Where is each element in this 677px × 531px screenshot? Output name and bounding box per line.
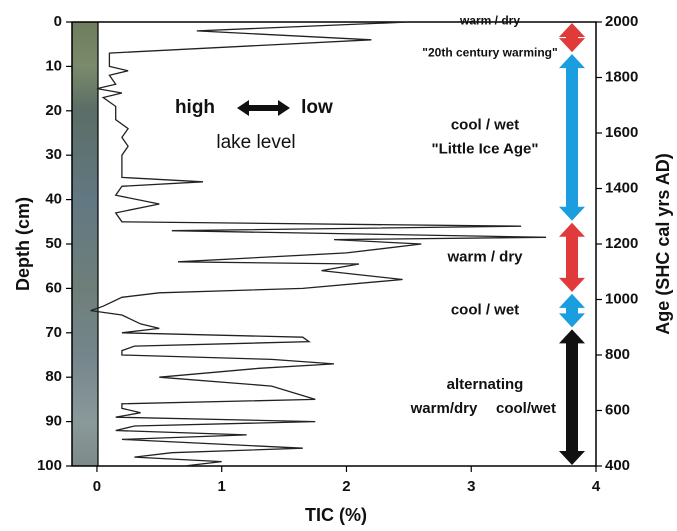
period-label: "Little Ice Age" (431, 140, 538, 157)
x-tick-label: 3 (467, 478, 475, 495)
y2-tick-label: 1200 (605, 235, 638, 252)
period-arrow (559, 329, 585, 465)
y-axis-title: Depth (cm) (13, 197, 33, 291)
period-arrow (559, 293, 585, 328)
lake-level-arrow (237, 100, 290, 116)
x-axis-title: TIC (%) (305, 505, 367, 525)
y2-tick-label: 600 (605, 401, 630, 418)
y-tick-label: 60 (45, 279, 62, 296)
y-tick-label: 100 (37, 457, 62, 474)
annotation: high (175, 97, 215, 118)
y-tick-label: 10 (45, 57, 62, 74)
x-tick-label: 0 (93, 478, 101, 495)
y2-axis-title: Age (SHC cal yrs AD) (653, 153, 673, 334)
y-tick-label: 0 (54, 13, 62, 30)
period-label: alternating (447, 376, 524, 393)
period-label: warm/dry (410, 400, 478, 417)
y2-tick-label: 800 (605, 346, 630, 363)
y-tick-label: 20 (45, 102, 62, 119)
period-label: cool / wet (451, 302, 519, 319)
annotation: lake level (216, 132, 295, 153)
period-arrow (559, 23, 585, 53)
period-arrow (559, 54, 585, 221)
period-label: "20th century warming" (422, 46, 557, 60)
y-tick-label: 90 (45, 413, 62, 430)
y-tick-label: 50 (45, 235, 62, 252)
tic-line (90, 21, 547, 467)
y2-tick-label: 1800 (605, 68, 638, 85)
y-tick-label: 30 (45, 146, 62, 163)
y-tick-label: 80 (45, 368, 62, 385)
y2-tick-label: 1000 (605, 290, 638, 307)
y2-tick-label: 2000 (605, 13, 638, 30)
x-tick-label: 1 (218, 478, 226, 495)
y-tick-label: 70 (45, 324, 62, 341)
y2-tick-label: 1600 (605, 124, 638, 141)
period-label: warm / dry (446, 248, 523, 265)
period-label: warm / dry (459, 14, 520, 28)
period-label: cool/wet (496, 400, 556, 417)
period-arrow (559, 222, 585, 292)
y2-tick-label: 400 (605, 457, 630, 474)
x-tick-label: 2 (342, 478, 350, 495)
annotation: low (301, 97, 333, 118)
y-tick-label: 40 (45, 191, 62, 208)
period-label: cool / wet (451, 116, 519, 133)
x-tick-label: 4 (592, 478, 601, 495)
y2-tick-label: 1400 (605, 179, 638, 196)
core-image (72, 22, 98, 466)
